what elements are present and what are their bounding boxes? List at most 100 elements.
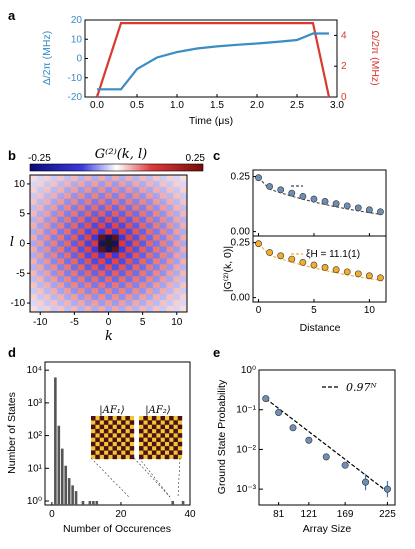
- checker-cell: [147, 454, 153, 460]
- histogram-bar: [74, 491, 78, 505]
- checker-cell: [95, 420, 100, 425]
- e-xtick-label-225: 225: [379, 509, 396, 520]
- checker-cell: [91, 433, 96, 438]
- panel-a-left-yticks: -20 -10 0 10 20: [68, 15, 88, 103]
- checker-cell: [147, 428, 153, 434]
- ytick-label-0.00: 0.00: [231, 293, 251, 304]
- a-xtick-label-0.0: 0.0: [90, 100, 104, 111]
- d-xtick-label-0: 0: [49, 509, 55, 520]
- heatmap-fade-overlay: [30, 175, 187, 312]
- panel-c-bottom-ylabel: |G⁽²⁾(k, 0)|: [222, 246, 234, 292]
- data-point: [310, 195, 318, 203]
- checker-cell: [177, 441, 183, 447]
- checker-cell: [99, 450, 105, 455]
- checker-cell: [156, 428, 161, 434]
- data-point: [277, 252, 285, 260]
- e-ytick-label-2: 10⁻¹: [236, 405, 256, 416]
- checker-cell: [169, 450, 174, 455]
- checker-cell: [91, 441, 96, 447]
- checker-cell: [139, 446, 144, 451]
- checker-cell: [91, 424, 96, 430]
- panel-c: 0.000.25 0.000.250 5 10 |G⁽²⁾(k, 0)| ξH = …: [222, 169, 387, 334]
- panel-d: 0 20 40 10⁰ 10¹ 10² 10³ 10⁴ Number of Occurence…: [6, 361, 196, 535]
- checker-cell: [169, 433, 174, 438]
- data-point: [383, 485, 391, 493]
- e-ytick-label-3: 10⁰: [241, 365, 256, 376]
- panel-b-xticks: -10 -5 0 5 10: [33, 312, 183, 328]
- checker-cell: [112, 428, 117, 434]
- data-point: [255, 174, 262, 182]
- checker-cell: [143, 433, 148, 438]
- panel-b-yticks: 10 5 0 -5 -10: [11, 179, 30, 309]
- data-point: [299, 192, 307, 200]
- checker-cell: [95, 446, 100, 451]
- a-xtick-label-3.0: 3.0: [330, 100, 344, 111]
- checker-cell: [143, 441, 148, 447]
- b-ytick-label-5: 5: [19, 209, 25, 220]
- checker-cell: [177, 416, 183, 421]
- checker-cell: [169, 441, 174, 447]
- checker-cell: [177, 433, 183, 438]
- data-point: [322, 453, 330, 461]
- panel-b-title: G⁽²⁾(k, l): [95, 147, 147, 162]
- checker-cell: [91, 450, 96, 455]
- checker-cell: [121, 454, 126, 460]
- checker-cell: [164, 454, 170, 460]
- checker-cell: [121, 437, 126, 442]
- histogram-bar: [92, 501, 95, 505]
- histogram-bar: [64, 465, 68, 505]
- checker-cell: [139, 437, 144, 442]
- panel-e-xlabel: Array Size: [303, 523, 352, 535]
- histogram-bars: [54, 377, 185, 505]
- checker-cell: [164, 446, 170, 451]
- inset-connector-lines: [90, 457, 181, 498]
- checker-cell: [173, 454, 178, 460]
- panel-a-right-yticks: 0 2 4: [334, 30, 347, 103]
- d-ytick-label-3: 10³: [28, 398, 43, 409]
- data-point: [266, 249, 274, 256]
- checker-cell: [160, 441, 165, 447]
- a-ytick-right-label-4: 4: [341, 30, 347, 41]
- b-xtick-label--5: -5: [70, 317, 79, 328]
- ytick-label-0.25: 0.25: [231, 172, 251, 183]
- panel-c-bottom-legend: ξH = 11.1(1): [291, 249, 360, 260]
- data-point: [332, 200, 340, 208]
- b-xtick-label--10: -10: [33, 317, 48, 328]
- checker-cell: [156, 446, 161, 451]
- inset-af2-connector-right: [177, 457, 181, 498]
- checker-cell: [139, 420, 144, 425]
- a-ytick-left-label--10: -10: [68, 73, 83, 84]
- data-point: [299, 258, 307, 266]
- a-xtick-label-1.5: 1.5: [210, 100, 224, 111]
- d-ytick-label-1: 10¹: [28, 463, 43, 474]
- data-point: [262, 395, 270, 403]
- b-ytick-label--10: -10: [11, 298, 26, 309]
- a-xtick-label-1.0: 1.0: [170, 100, 184, 111]
- checker-cell: [160, 424, 165, 430]
- histogram-bar: [67, 478, 71, 505]
- inset-af1-connector-left: [90, 457, 130, 498]
- checker-cell: [103, 420, 109, 425]
- panel-a-xlabel: Time (μs): [189, 115, 233, 127]
- checker-cell: [143, 450, 148, 455]
- a-ytick-left-label-0: 0: [76, 54, 82, 65]
- panel-e-legend: 0.97ᴺ: [322, 381, 377, 394]
- ytick-label-0.00: 0.00: [231, 227, 251, 238]
- data-point: [343, 268, 351, 276]
- e-xtick-label-121: 121: [301, 509, 318, 520]
- panel-d-xlabel: Number of Occurences: [63, 523, 171, 535]
- a-xtick-label-0.5: 0.5: [130, 100, 144, 111]
- checker-cell: [116, 441, 122, 447]
- colorbar: [29, 163, 204, 172]
- checker-cell: [95, 437, 100, 442]
- inset-af1-checkerboard: [91, 416, 135, 460]
- data-point: [377, 274, 384, 282]
- checker-cell: [103, 446, 109, 451]
- histogram-bar: [60, 448, 64, 505]
- checker-cell: [125, 424, 130, 430]
- checker-cell: [116, 416, 122, 421]
- checker-cell: [177, 450, 183, 455]
- histogram-bar: [54, 377, 57, 505]
- panel-a: 0.0 0.5 1.0 1.5 2.0 2.5 3.0 -20 -10 0 10 20 0 2 4 Ti…: [41, 15, 381, 127]
